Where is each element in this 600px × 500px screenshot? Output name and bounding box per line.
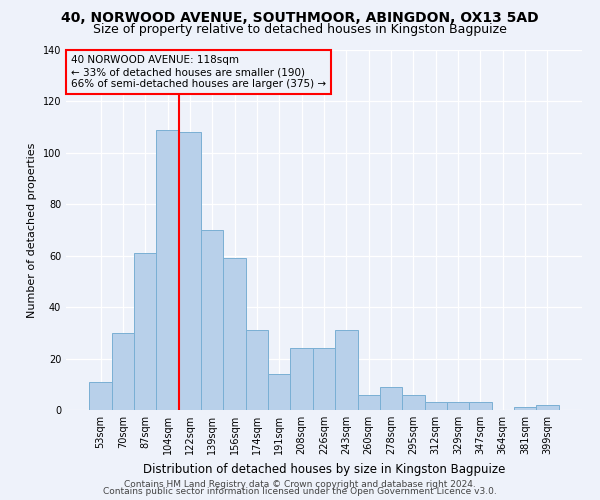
Bar: [246, 330, 268, 410]
Bar: [514, 408, 536, 410]
Bar: [134, 253, 157, 410]
Text: Contains HM Land Registry data © Crown copyright and database right 2024.: Contains HM Land Registry data © Crown c…: [124, 480, 476, 489]
Bar: [112, 333, 134, 410]
Bar: [313, 348, 335, 410]
Bar: [223, 258, 246, 410]
Bar: [402, 394, 425, 410]
Bar: [447, 402, 469, 410]
Bar: [380, 387, 402, 410]
Bar: [201, 230, 223, 410]
Bar: [358, 394, 380, 410]
Text: Contains public sector information licensed under the Open Government Licence v3: Contains public sector information licen…: [103, 487, 497, 496]
Y-axis label: Number of detached properties: Number of detached properties: [27, 142, 37, 318]
Bar: [469, 402, 491, 410]
Text: 40 NORWOOD AVENUE: 118sqm
← 33% of detached houses are smaller (190)
66% of semi: 40 NORWOOD AVENUE: 118sqm ← 33% of detac…: [71, 56, 326, 88]
Text: Size of property relative to detached houses in Kingston Bagpuize: Size of property relative to detached ho…: [93, 22, 507, 36]
Text: 40, NORWOOD AVENUE, SOUTHMOOR, ABINGDON, OX13 5AD: 40, NORWOOD AVENUE, SOUTHMOOR, ABINGDON,…: [61, 11, 539, 25]
X-axis label: Distribution of detached houses by size in Kingston Bagpuize: Distribution of detached houses by size …: [143, 462, 505, 475]
Bar: [89, 382, 112, 410]
Bar: [268, 374, 290, 410]
Bar: [157, 130, 179, 410]
Bar: [335, 330, 358, 410]
Bar: [179, 132, 201, 410]
Bar: [425, 402, 447, 410]
Bar: [536, 405, 559, 410]
Bar: [290, 348, 313, 410]
